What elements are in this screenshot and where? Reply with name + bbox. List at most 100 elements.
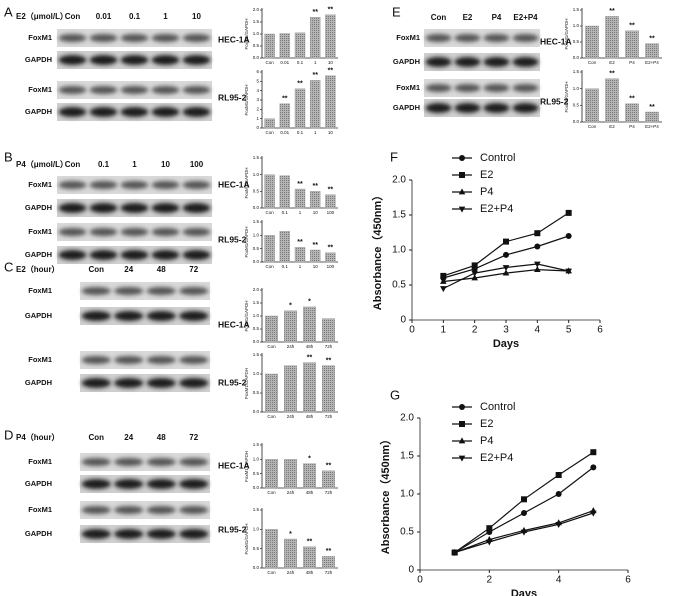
y-tick-label: 1.0 <box>573 23 580 28</box>
blot-background <box>424 29 540 47</box>
x-tick-label: 48h <box>306 570 314 575</box>
blot-band <box>89 181 118 189</box>
legend-marker <box>458 455 466 462</box>
row-label: GAPDH <box>25 250 52 259</box>
bar <box>625 103 639 123</box>
significance-label: ** <box>629 23 635 30</box>
blot-band <box>114 287 144 295</box>
chart-title: RL95-2 <box>540 96 569 106</box>
blot-band <box>182 86 211 94</box>
bar <box>294 247 306 263</box>
row-label: FoxM1 <box>28 457 52 466</box>
y-axis-label: FoxM1/GAPDH <box>244 18 249 49</box>
x-tick-label: 0.1 <box>282 210 289 215</box>
data-point <box>565 233 572 239</box>
bar <box>284 538 297 569</box>
legend-marker <box>458 437 466 444</box>
y-tick-label: 0.0 <box>253 259 260 264</box>
bar <box>585 88 599 123</box>
significance-label: ** <box>307 539 313 546</box>
y-tick-label: 2.0 <box>392 175 406 186</box>
y-tick-label: 1.5 <box>392 210 406 221</box>
y-axis-label: FoxM1/GAPDH <box>244 167 249 198</box>
bar <box>325 194 336 209</box>
lane-label: 72 <box>189 433 198 442</box>
x-tick-label: 48h <box>306 414 314 419</box>
blot-background <box>80 307 210 325</box>
y-tick-label: 4 <box>256 88 259 93</box>
blot-band <box>179 356 209 364</box>
data-point <box>486 539 493 546</box>
bar <box>264 118 275 129</box>
x-tick-label: 48h <box>306 344 314 349</box>
blot-band <box>81 458 111 466</box>
blot-band <box>114 506 144 514</box>
blot-band <box>151 228 180 236</box>
significance-label: ** <box>297 239 303 246</box>
y-tick-label: 1.5 <box>253 352 260 357</box>
lane-label: 48 <box>157 265 166 274</box>
x-tick-label: 24h <box>287 570 295 575</box>
data-point <box>471 274 478 281</box>
y-axis-label: FoxM1/GAPDH <box>244 84 249 115</box>
y-axis-label: FoxM1/GAPDH <box>244 368 249 399</box>
significance-label: ** <box>649 35 655 42</box>
series-line <box>454 466 594 554</box>
blot-band <box>120 228 149 236</box>
data-point <box>471 262 478 269</box>
chart-title: HEC-1A <box>218 460 250 470</box>
row-label: FoxM1 <box>28 33 52 42</box>
row-label: FoxM1 <box>28 286 52 295</box>
blot-background <box>80 525 210 543</box>
y-tick-label: 6 <box>256 69 259 74</box>
lane-label: Con <box>88 433 104 442</box>
x-tick-label: 10 <box>328 60 334 65</box>
data-point <box>565 268 572 275</box>
bar <box>265 373 278 413</box>
y-tick-label: 0.5 <box>253 43 260 48</box>
blot-band <box>454 57 481 67</box>
bar <box>325 252 336 263</box>
blot-band <box>81 479 111 489</box>
blot-band <box>512 57 539 67</box>
significance-label: ** <box>328 68 334 75</box>
y-tick-label: 1.5 <box>253 155 260 160</box>
legend-label: Control <box>480 401 515 413</box>
lane-label: 48 <box>157 433 166 442</box>
blot-band <box>89 203 118 213</box>
x-tick-label: 0.1 <box>297 130 304 135</box>
x-tick-label: 10 <box>328 130 334 135</box>
blot-band <box>182 203 211 213</box>
y-tick-label: 0 <box>400 315 406 326</box>
row-label: FoxM1 <box>28 355 52 364</box>
row-label: FoxM1 <box>28 227 52 236</box>
bar <box>279 33 291 59</box>
bar <box>294 32 306 59</box>
data-point <box>440 277 447 284</box>
blot-band <box>454 34 481 42</box>
x-tick-label: 1 <box>441 325 447 336</box>
row-label: FoxM1 <box>396 33 420 42</box>
row-label: GAPDH <box>25 107 52 116</box>
significance-label: ** <box>609 8 615 15</box>
y-tick-label: 1.5 <box>253 300 260 305</box>
x-tick-label: Con <box>267 344 276 349</box>
y-tick-label: 1.0 <box>253 457 260 462</box>
x-tick-label: Con <box>267 414 276 419</box>
bar <box>284 365 297 413</box>
significance-label: ** <box>326 548 332 555</box>
blot-band <box>151 181 180 189</box>
x-tick-label: 72h <box>325 344 333 349</box>
significance-label: ** <box>328 187 334 194</box>
x-tick-label: 1 <box>299 210 302 215</box>
panel-letter: F <box>390 149 398 164</box>
bar <box>645 43 659 59</box>
blot-band <box>151 34 180 42</box>
data-point <box>471 270 478 277</box>
data-point <box>590 510 597 517</box>
y-axis-label: FoxM1/GAPDH <box>564 18 569 49</box>
y-tick-label: 2.0 <box>253 287 260 292</box>
legend-label: P4 <box>480 186 493 198</box>
blot-background <box>80 501 210 519</box>
blot-band <box>58 107 87 117</box>
